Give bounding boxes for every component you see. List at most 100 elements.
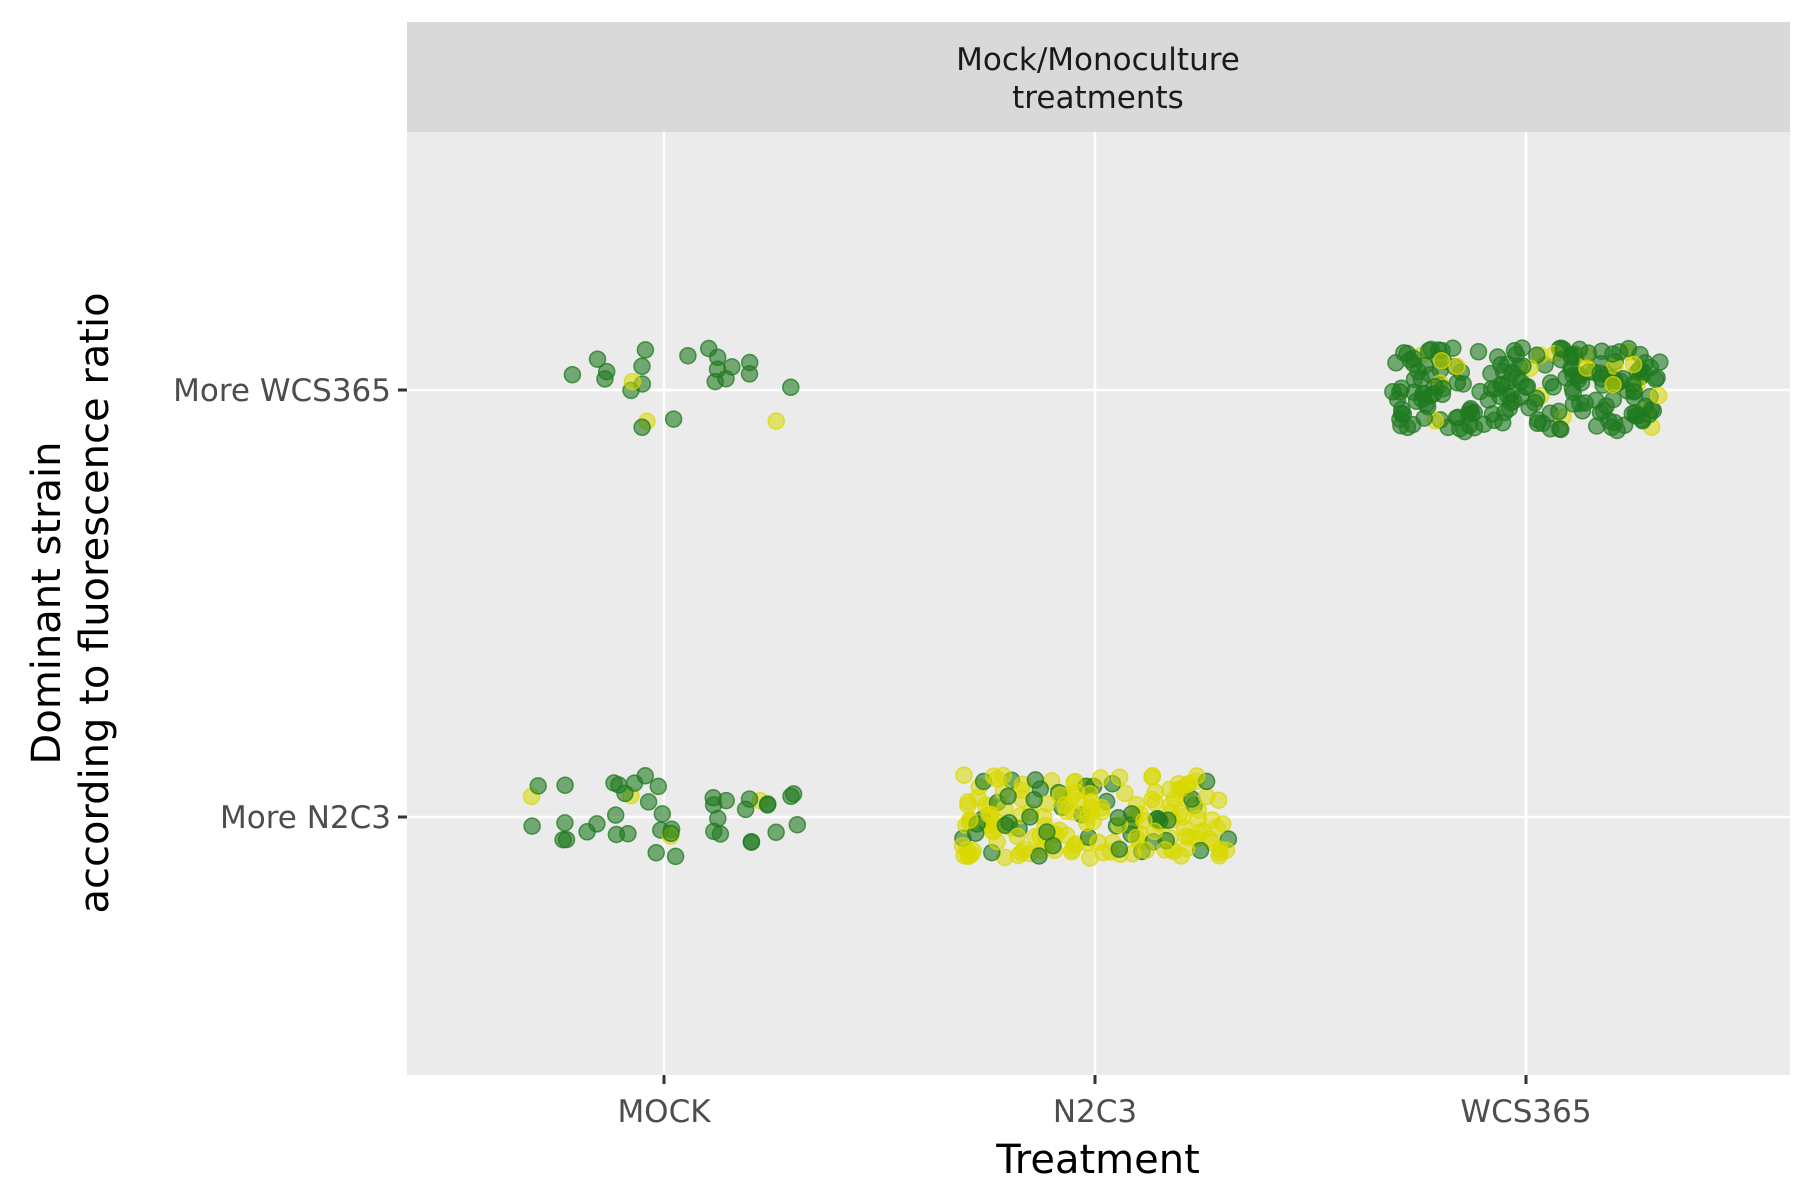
point-mock-more-n2c3-23 <box>523 817 541 835</box>
point-n2c3-more-n2c3-182 <box>1110 768 1129 786</box>
point-mock-more-wcs365-21 <box>597 362 616 381</box>
point-n2c3-more-n2c3-173 <box>1091 769 1110 787</box>
point-mock-more-wcs365-17 <box>633 418 651 437</box>
x-axis-title: Treatment <box>995 1137 1200 1183</box>
point-n2c3-more-n2c3-119 <box>969 789 987 807</box>
point-wcs365-more-wcs365-200 <box>1564 395 1583 413</box>
point-wcs365-more-wcs365-149 <box>1420 341 1438 360</box>
point-n2c3-more-n2c3-176 <box>1187 767 1206 785</box>
point-wcs365-more-wcs365-197 <box>1570 340 1589 359</box>
panel-background <box>407 132 1790 1075</box>
point-wcs365-more-wcs365-111 <box>1550 402 1568 421</box>
point-wcs365-more-wcs365-139 <box>1387 354 1405 372</box>
point-n2c3-more-n2c3-189 <box>1127 828 1146 847</box>
point-wcs365-more-wcs365-73 <box>1625 383 1643 401</box>
point-mock-more-n2c3-34 <box>782 787 800 806</box>
point-wcs365-more-wcs365-159 <box>1644 401 1663 420</box>
point-mock-more-wcs365-20 <box>699 339 718 358</box>
point-mock-more-n2c3-17 <box>666 847 685 866</box>
point-mock-more-wcs365-19 <box>588 350 607 368</box>
point-n2c3-more-n2c3-183 <box>1109 808 1128 827</box>
point-wcs365-more-wcs365-183 <box>1569 370 1587 389</box>
x-tick-label-mock: MOCK <box>617 1094 711 1130</box>
point-mock-more-wcs365-7 <box>782 378 800 397</box>
point-wcs365-more-wcs365-201 <box>1518 377 1537 396</box>
point-mock-more-wcs365-13 <box>679 346 697 365</box>
y-tick-label-more-wcs365: More WCS365 <box>173 373 391 409</box>
point-mock-more-n2c3-29 <box>647 843 665 862</box>
point-wcs365-more-wcs365-194 <box>1605 413 1624 432</box>
point-mock-more-n2c3-40 <box>557 830 576 849</box>
point-mock-more-n2c3-25 <box>556 776 574 794</box>
point-n2c3-more-n2c3-191 <box>960 811 979 829</box>
point-mock-more-n2c3-13 <box>639 793 658 811</box>
point-mock-more-n2c3-36 <box>740 790 759 808</box>
point-n2c3-more-n2c3-165 <box>999 787 1017 806</box>
point-mock-more-n2c3-21 <box>649 777 668 796</box>
point-wcs365-more-wcs365-196 <box>1482 379 1501 398</box>
point-mock-more-n2c3-33 <box>588 815 606 833</box>
point-mock-more-wcs365-16 <box>623 372 642 391</box>
point-mock-more-n2c3-4 <box>788 815 807 834</box>
point-wcs365-more-wcs365-209 <box>1649 386 1668 405</box>
point-n2c3-more-n2c3-121 <box>1065 773 1083 792</box>
point-n2c3-more-n2c3-188 <box>1145 822 1164 841</box>
point-wcs365-more-wcs365-206 <box>1604 375 1622 394</box>
data-points <box>522 339 1669 867</box>
point-n2c3-more-n2c3-163 <box>1021 808 1039 826</box>
point-mock-more-wcs365-22 <box>633 357 651 376</box>
point-n2c3-more-n2c3-153 <box>955 766 973 784</box>
point-wcs365-more-wcs365-167 <box>1541 374 1560 392</box>
point-wcs365-more-wcs365-188 <box>1513 339 1531 357</box>
point-n2c3-more-n2c3-139 <box>988 832 1006 851</box>
point-wcs365-more-wcs365-190 <box>1593 342 1611 360</box>
point-n2c3-more-n2c3-161 <box>1143 768 1161 786</box>
point-wcs365-more-wcs365-133 <box>1392 379 1411 397</box>
point-n2c3-more-n2c3-146 <box>959 847 977 866</box>
point-mock-more-n2c3-20 <box>606 806 625 824</box>
point-mock-more-n2c3-28 <box>616 784 634 803</box>
point-n2c3-more-n2c3-193 <box>980 805 998 824</box>
point-mock-more-wcs365-11 <box>664 410 683 428</box>
point-n2c3-more-n2c3-148 <box>1062 842 1081 861</box>
strip-background <box>407 22 1790 132</box>
point-mock-more-n2c3-30 <box>605 774 623 792</box>
point-n2c3-more-n2c3-152 <box>1156 841 1174 859</box>
point-mock-more-n2c3-27 <box>711 825 730 843</box>
point-mock-more-n2c3-31 <box>758 796 777 814</box>
point-n2c3-more-n2c3-167 <box>1082 792 1101 811</box>
point-mock-more-n2c3-38 <box>662 824 680 843</box>
y-axis-title-line1: Dominant strain <box>24 442 70 765</box>
point-wcs365-more-wcs365-175 <box>1648 369 1666 387</box>
point-mock-more-n2c3-42 <box>653 805 672 823</box>
point-n2c3-more-n2c3-186 <box>1044 836 1062 855</box>
point-wcs365-more-wcs365-132 <box>1398 418 1417 437</box>
point-wcs365-more-wcs365-89 <box>1469 343 1488 361</box>
point-wcs365-more-wcs365-184 <box>1498 355 1517 374</box>
facet-strip-label-line2: treatments <box>1012 80 1184 116</box>
point-wcs365-more-wcs365-205 <box>1594 401 1613 420</box>
point-wcs365-more-wcs365-185 <box>1651 353 1669 371</box>
y-axis-title-line2: according to fluorescence ratio <box>72 292 118 913</box>
point-mock-more-n2c3-10 <box>767 823 785 842</box>
x-tick-label-wcs365: WCS365 <box>1460 1094 1591 1130</box>
point-wcs365-more-wcs365-163 <box>1426 377 1444 396</box>
point-mock-more-n2c3-39 <box>704 789 722 807</box>
point-wcs365-more-wcs365-202 <box>1475 415 1493 433</box>
point-wcs365-more-wcs365-177 <box>1404 355 1423 373</box>
point-n2c3-more-n2c3-184 <box>1177 827 1196 845</box>
point-n2c3-more-n2c3-124 <box>1094 843 1112 862</box>
point-n2c3-more-n2c3-76 <box>1116 784 1134 803</box>
point-n2c3-more-n2c3-136 <box>1211 840 1229 859</box>
point-n2c3-more-n2c3-105 <box>1030 847 1048 865</box>
point-wcs365-more-wcs365-151 <box>1528 414 1547 433</box>
point-n2c3-more-n2c3-192 <box>984 767 1003 785</box>
point-n2c3-more-n2c3-117 <box>1197 787 1216 806</box>
point-n2c3-more-n2c3-169 <box>1110 840 1129 858</box>
point-wcs365-more-wcs365-173 <box>1432 351 1451 370</box>
point-mock-more-wcs365-18 <box>636 341 655 359</box>
point-wcs365-more-wcs365-103 <box>1454 375 1472 393</box>
point-n2c3-more-n2c3-175 <box>1026 771 1045 789</box>
point-mock-more-wcs365-8 <box>723 358 741 376</box>
